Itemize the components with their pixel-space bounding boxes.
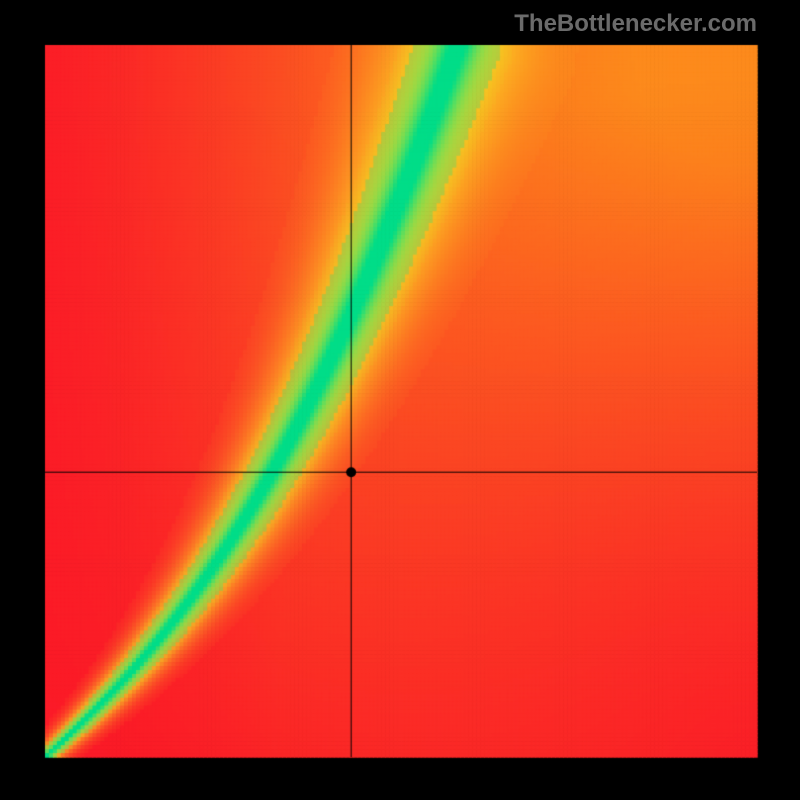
heatmap-canvas <box>0 0 800 800</box>
chart-container: TheBottlenecker.com <box>0 0 800 800</box>
watermark-text: TheBottlenecker.com <box>514 10 757 38</box>
